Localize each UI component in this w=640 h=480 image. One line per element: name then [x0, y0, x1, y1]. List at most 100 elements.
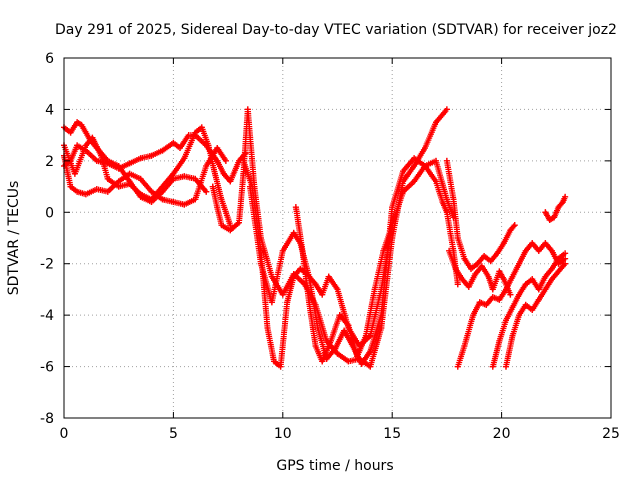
data-point [218, 196, 225, 203]
data-point [485, 273, 492, 280]
data-point [159, 147, 166, 154]
data-point [509, 332, 516, 339]
data-point [268, 273, 275, 280]
data-point [496, 268, 503, 275]
data-point [500, 240, 507, 247]
data-point [148, 196, 155, 203]
data-point [489, 286, 496, 293]
series-track-8 [292, 204, 396, 365]
data-point [548, 247, 555, 254]
data-point [535, 247, 542, 254]
data-point [422, 145, 428, 151]
data-point [115, 165, 122, 172]
data-point [470, 312, 477, 319]
data-point [284, 299, 291, 306]
data-point [443, 157, 450, 164]
y-tick-label: 0 [45, 205, 54, 221]
data-point [192, 129, 199, 136]
x-axis-label: GPS time / hours [276, 458, 393, 474]
y-tick-label: -6 [40, 360, 54, 376]
data-point [555, 204, 562, 211]
data-point [529, 240, 536, 247]
data-point [279, 247, 286, 254]
data-point [450, 196, 457, 203]
data-point [181, 201, 188, 208]
data-point [203, 188, 210, 195]
data-point [516, 312, 523, 319]
data-point [212, 170, 218, 177]
data-point [115, 183, 122, 190]
data-point [542, 273, 549, 280]
data-point [546, 217, 553, 223]
data-point [192, 196, 199, 203]
data-point [476, 299, 483, 306]
data-point [74, 142, 81, 149]
data-point [503, 317, 509, 324]
data-point [181, 155, 188, 162]
data-point [126, 170, 133, 177]
data-point [104, 188, 111, 195]
data-point [98, 152, 105, 159]
data-point [345, 322, 352, 329]
data-point [516, 291, 523, 298]
data-point [542, 240, 549, 247]
data-point [562, 255, 569, 262]
data-point [559, 199, 566, 205]
data-point [465, 283, 472, 290]
data-point [562, 193, 569, 200]
data-point [227, 178, 234, 185]
data-point [487, 258, 494, 265]
data-point [459, 276, 466, 283]
data-point [170, 199, 177, 205]
data-point [433, 157, 439, 164]
data-point [345, 358, 352, 365]
data-point [542, 286, 549, 293]
data-point [74, 119, 81, 126]
data-point [474, 260, 481, 267]
data-point [148, 188, 155, 195]
data-point [503, 286, 509, 293]
data-point [341, 327, 348, 334]
data-point [185, 132, 192, 139]
data-point [522, 247, 529, 254]
series-track-14 [542, 193, 569, 223]
data-point [400, 168, 407, 175]
data-point [522, 281, 529, 288]
data-point [115, 178, 122, 185]
series-track-4 [61, 124, 234, 229]
grid [64, 58, 611, 418]
data-point [264, 325, 271, 331]
data-point [562, 260, 569, 267]
data-point [483, 301, 490, 308]
data-point [137, 155, 144, 162]
data-point [529, 307, 536, 313]
data-point [159, 183, 166, 190]
data-point [354, 353, 361, 360]
data-point [306, 299, 313, 306]
data-point [325, 273, 332, 280]
data-point [148, 152, 155, 159]
data-point [312, 343, 319, 349]
data-point [220, 170, 227, 177]
data-point [78, 121, 85, 128]
data-point [478, 263, 485, 270]
series-markers [61, 124, 234, 229]
data-point [159, 196, 166, 203]
data-point [203, 163, 210, 169]
data-point [257, 260, 264, 267]
data-point [461, 255, 468, 262]
data-point [334, 350, 341, 357]
y-axis-label: SDTVAR / TECUs [6, 181, 22, 296]
data-point [371, 286, 378, 293]
data-point [562, 250, 569, 257]
x-tick-label: 5 [169, 426, 178, 442]
data-point [500, 276, 507, 283]
data-point [378, 312, 385, 319]
data-point [358, 361, 365, 367]
data-point [236, 219, 242, 226]
data-point [177, 145, 183, 151]
data-point [277, 363, 284, 370]
y-tick-labels: -8 -6 -4 -2 0 2 4 6 [40, 51, 54, 427]
plot-frame [63, 57, 612, 419]
